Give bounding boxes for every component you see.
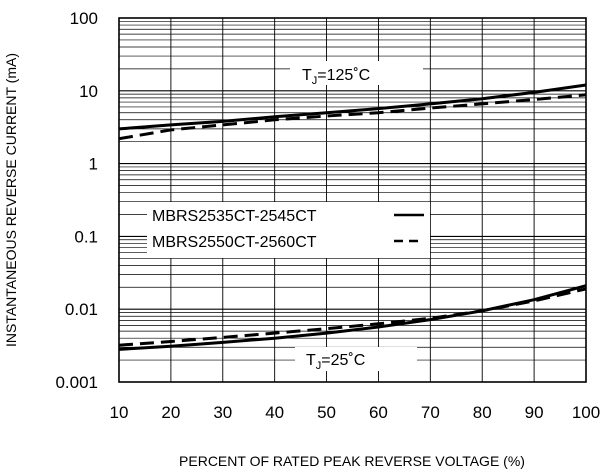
y-tick-labels: 0.001 0.01 0.1 1 10 100 — [55, 9, 98, 392]
legend-label-solid: MBRS2535CT-2545CT — [152, 208, 317, 225]
legend-label-dashed: MBRS2550CT-2560CT — [152, 234, 317, 251]
svg-text:TJ=125˚C: TJ=125˚C — [302, 67, 370, 87]
svg-text:TJ=25˚C: TJ=25˚C — [306, 352, 365, 372]
x-tick-label: 20 — [161, 403, 180, 422]
y-tick-label: 10 — [79, 82, 98, 101]
x-tick-label: 80 — [473, 403, 492, 422]
y-tick-label: 0.1 — [74, 227, 98, 246]
series-layer — [118, 83, 587, 351]
annotation-tj-125: TJ=125˚C — [290, 61, 423, 87]
legend: MBRS2535CT-2545CT MBRS2550CT-2560CT — [147, 202, 430, 258]
x-tick-label: 30 — [213, 403, 232, 422]
annotation-tj-125-suffix: =125˚C — [317, 67, 370, 84]
annotation-tj-25-prefix: T — [306, 352, 316, 369]
annotation-tj-25-sub: J — [316, 360, 322, 372]
x-axis-title: PERCENT OF RATED PEAK REVERSE VOLTAGE (%… — [179, 453, 525, 469]
annotation-tj-25-suffix: =25˚C — [321, 352, 365, 369]
x-tick-label: 60 — [369, 403, 388, 422]
x-tick-label: 100 — [572, 403, 600, 422]
x-tick-label: 70 — [421, 403, 440, 422]
x-tick-label: 50 — [317, 403, 336, 422]
y-tick-label: 0.001 — [55, 373, 98, 392]
y-tick-label: 1 — [89, 155, 98, 174]
x-tick-label: 40 — [265, 403, 284, 422]
series-line-dashed-1 — [118, 93, 587, 141]
plot-frame — [118, 17, 587, 383]
y-axis-title: INSTANTANEOUS REVERSE CURRENT (mA) — [3, 53, 19, 347]
y-tick-label: 0.01 — [65, 300, 98, 319]
y-tick-label: 100 — [70, 9, 98, 28]
annotation-tj-25: TJ=25˚C — [295, 347, 417, 372]
x-tick-label: 10 — [110, 403, 129, 422]
series-line-solid-0 — [118, 83, 587, 131]
series-line-dashed-3 — [118, 287, 587, 347]
x-tick-labels: 10 20 30 40 50 60 70 80 90 100 — [110, 403, 601, 422]
x-tick-label: 90 — [525, 403, 544, 422]
annotation-tj-125-sub: J — [312, 75, 318, 87]
annotation-tj-125-prefix: T — [302, 67, 312, 84]
